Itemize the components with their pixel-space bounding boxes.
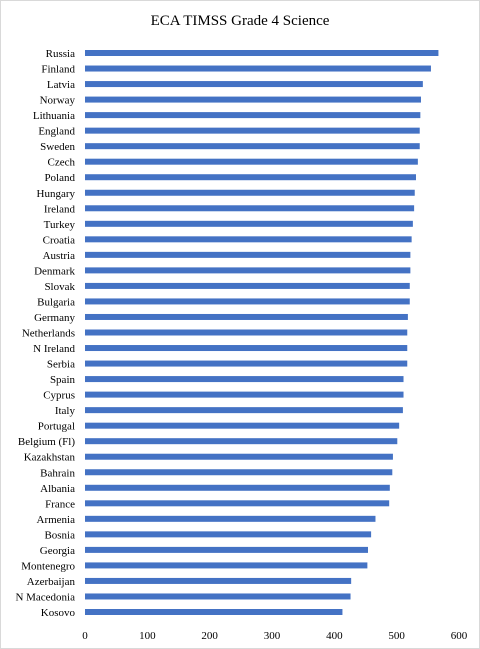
bar xyxy=(85,81,423,88)
category-label: Czech xyxy=(48,157,76,169)
bar xyxy=(85,96,421,103)
bar xyxy=(85,329,408,336)
bar xyxy=(85,345,408,352)
category-label: Bulgaria xyxy=(37,296,75,308)
bar xyxy=(85,267,411,274)
x-tick-label: 300 xyxy=(264,630,281,642)
category-label: Poland xyxy=(44,172,75,184)
category-label: Russia xyxy=(46,48,75,60)
bar xyxy=(85,577,352,584)
bar xyxy=(85,609,343,615)
x-tick-label: 400 xyxy=(326,630,343,642)
bar xyxy=(85,282,410,289)
category-label: Azerbaijan xyxy=(27,576,76,588)
category-label: Bosnia xyxy=(44,529,75,541)
bar xyxy=(85,174,416,181)
bar xyxy=(85,438,398,445)
bar xyxy=(85,143,420,150)
bar xyxy=(85,391,404,398)
bar xyxy=(85,220,413,227)
category-label: Portugal xyxy=(38,421,75,433)
bar xyxy=(85,376,404,383)
category-label: Serbia xyxy=(47,359,75,371)
bar xyxy=(85,546,368,553)
category-label: Italy xyxy=(55,405,76,417)
bar xyxy=(85,236,412,243)
category-label: N Ireland xyxy=(33,343,75,355)
category-label: Germany xyxy=(34,312,75,324)
category-label: Kazakhstan xyxy=(24,452,76,464)
bar xyxy=(85,422,400,429)
category-label: N Macedonia xyxy=(15,591,75,603)
category-label: England xyxy=(38,126,75,138)
category-label: Norway xyxy=(40,95,76,107)
category-label: Turkey xyxy=(44,219,76,231)
bar xyxy=(85,65,431,72)
bar xyxy=(85,407,403,414)
bar xyxy=(85,515,376,522)
bar xyxy=(85,500,390,507)
bar xyxy=(85,298,410,305)
x-tick-label: 500 xyxy=(388,630,405,642)
category-labels: Russia Finland Latvia Norway Lithuania Englan… xyxy=(15,48,75,619)
category-label: Georgia xyxy=(40,545,75,557)
category-label: Denmark xyxy=(34,265,75,277)
bar xyxy=(85,484,390,491)
category-label: Slovak xyxy=(44,281,75,293)
bar xyxy=(85,158,418,165)
x-axis-ticks: 0 100 200 300 400 500 600 xyxy=(82,630,468,642)
bar xyxy=(85,50,439,56)
category-label: Spain xyxy=(50,374,76,386)
bar xyxy=(85,593,351,600)
bar xyxy=(85,313,408,320)
bar xyxy=(85,360,408,367)
category-label: Ireland xyxy=(44,203,76,215)
bar xyxy=(85,453,393,460)
bar xyxy=(85,531,372,538)
category-label: Austria xyxy=(43,250,76,262)
category-label: Hungary xyxy=(37,188,76,200)
category-label: Croatia xyxy=(43,234,75,246)
category-label: Albania xyxy=(40,483,75,495)
bar xyxy=(85,469,393,476)
bars-group xyxy=(85,50,439,615)
category-label: Montenegro xyxy=(21,560,75,572)
bar xyxy=(85,251,411,258)
bar xyxy=(85,127,420,134)
category-label: Finland xyxy=(41,64,75,76)
category-label: Armenia xyxy=(37,514,76,526)
x-tick-label: 100 xyxy=(139,630,156,642)
x-tick-label: 200 xyxy=(201,630,218,642)
category-label: Lithuania xyxy=(33,110,75,122)
category-label: Kosovo xyxy=(41,607,76,619)
x-tick-label: 600 xyxy=(451,630,468,642)
chart-title: ECA TIMSS Grade 4 Science xyxy=(151,13,330,29)
bar xyxy=(85,562,368,569)
category-label: France xyxy=(45,498,75,510)
category-label: Sweden xyxy=(40,141,75,153)
category-label: Latvia xyxy=(47,79,75,91)
category-label: Netherlands xyxy=(22,328,75,340)
category-label: Bahrain xyxy=(40,467,75,479)
bar xyxy=(85,112,421,119)
bar xyxy=(85,189,415,196)
bar xyxy=(85,205,415,212)
category-label: Belgium (Fl) xyxy=(18,436,75,448)
x-tick-label: 0 xyxy=(82,630,88,642)
category-label: Cyprus xyxy=(43,390,75,402)
